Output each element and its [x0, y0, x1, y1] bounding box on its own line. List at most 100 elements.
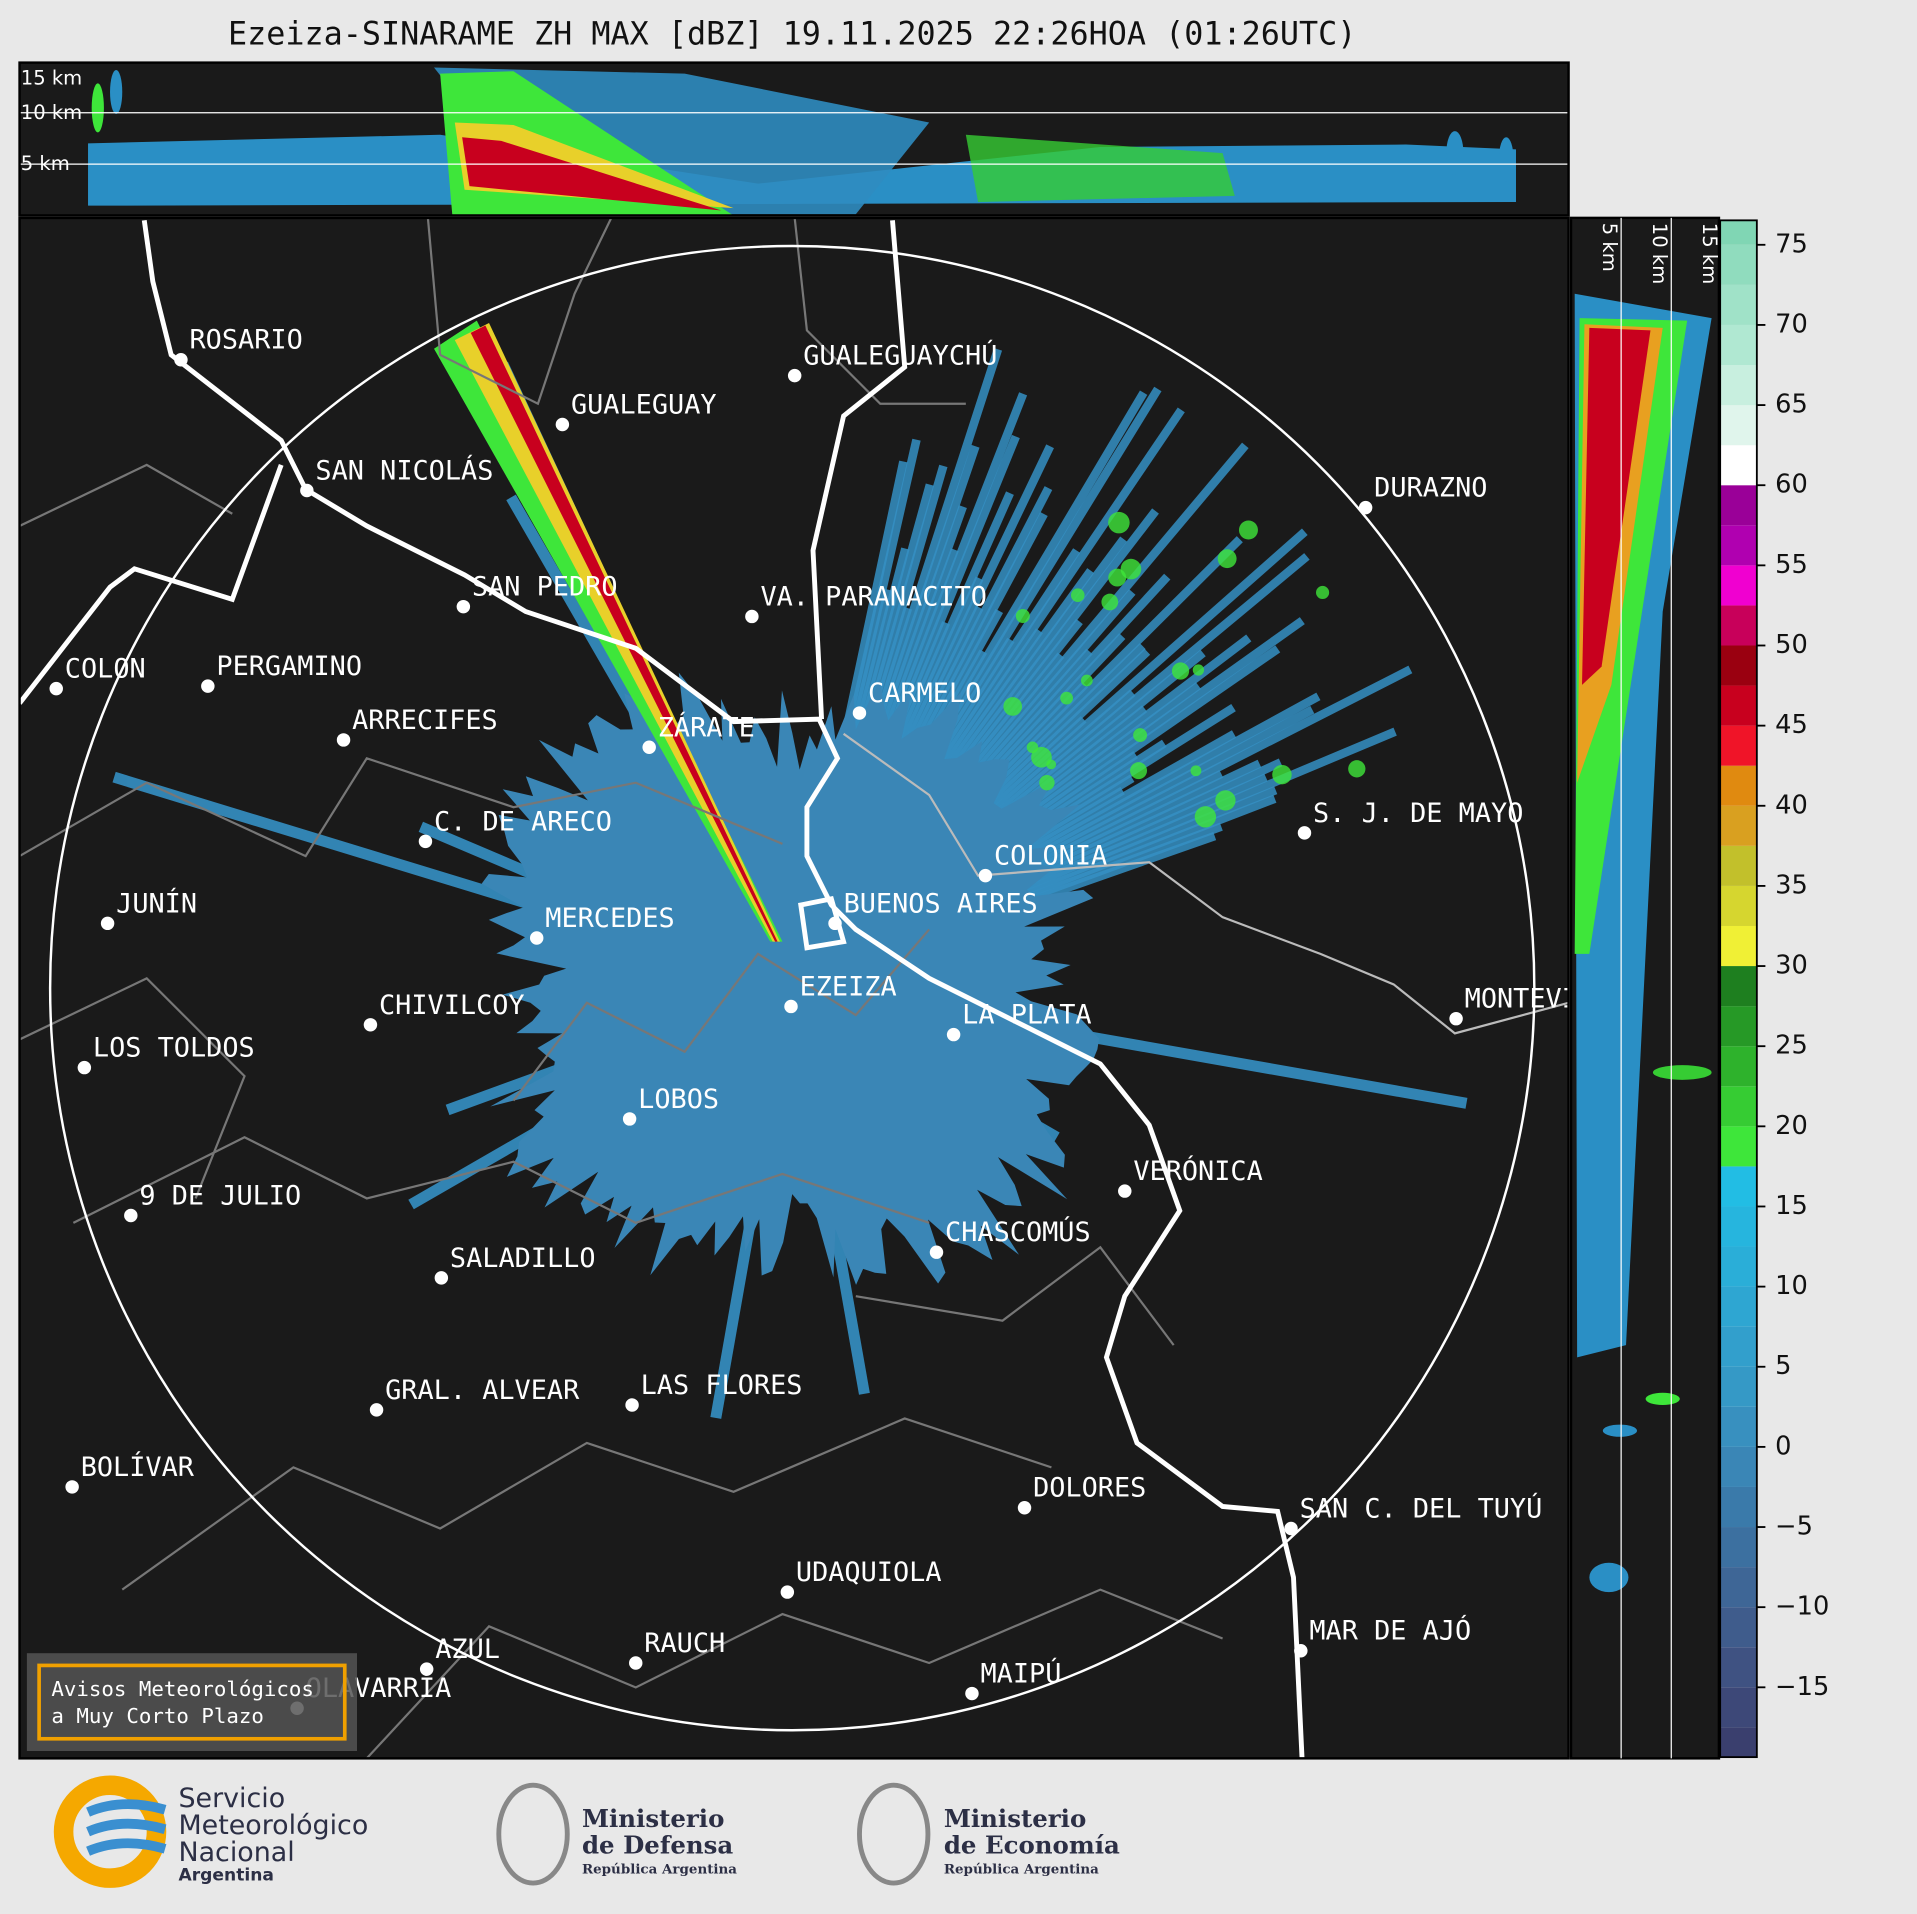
echo-cell: [1194, 806, 1217, 828]
city-dot: [418, 834, 433, 849]
colorbar-tick-label: 60: [1775, 470, 1808, 500]
city-dot: [1017, 1500, 1032, 1515]
colorbar-tick-label: −15: [1775, 1672, 1829, 1702]
echo-core: [481, 672, 1100, 1285]
city-label: MAR DE AJÓ: [1309, 1615, 1471, 1647]
colorbar-bin: [1720, 445, 1757, 486]
city-dot: [49, 681, 63, 696]
echo: [1602, 1424, 1638, 1437]
city-label: SAN PEDRO: [472, 572, 618, 603]
echo-cell: [1120, 558, 1142, 580]
colorbar-bin: [1720, 220, 1757, 245]
city-label: ROSARIO: [189, 325, 302, 356]
colorbar-bin: [1720, 244, 1757, 285]
logo-ring: [53, 1775, 167, 1888]
city-dot: [629, 1656, 643, 1670]
panel-frame: [1569, 216, 1721, 1760]
echo: [91, 83, 104, 133]
city-dot: [1294, 1644, 1308, 1658]
city-label: EZEIZA: [800, 971, 897, 1002]
echo-cell: [1031, 746, 1052, 768]
height-label: 15 km: [1698, 223, 1721, 284]
colorbar-tick-label: 70: [1775, 309, 1808, 339]
colorbar-bin: [1720, 966, 1757, 1007]
cities: ROSARIO GUALEGUAYCHÚ GUALEGUAY SAN NICOLÁS D…: [49, 325, 1569, 1715]
echo: [965, 134, 1235, 203]
colorbar-bin: [1720, 1326, 1757, 1367]
city-label: JUNÍN: [116, 887, 197, 919]
city-dot: [1118, 1184, 1132, 1198]
colorbar-bin: [1720, 565, 1757, 606]
colorbar-bin: [1720, 1246, 1757, 1287]
colorbar-tick-label: 75: [1775, 229, 1808, 259]
city-dot: [946, 1027, 961, 1042]
colorbar-bin: [1720, 725, 1757, 766]
city-label: C. DE ARECO: [434, 806, 612, 837]
colorbar-bin: [1720, 485, 1757, 526]
height-label: 10 km: [1648, 223, 1671, 284]
city-dot: [77, 1060, 92, 1075]
city-dot: [784, 999, 798, 1014]
map-frame: [18, 216, 1570, 1760]
echo-cell: [1192, 664, 1205, 676]
city-dot: [852, 706, 867, 720]
colorbar-bin: [1720, 1727, 1757, 1758]
city-dot: [363, 1018, 378, 1032]
colorbar-bin: [1720, 885, 1757, 926]
city-dot: [201, 679, 215, 693]
colorbar-tick-label: 45: [1775, 710, 1808, 740]
colorbar-tick-label: 0: [1775, 1431, 1791, 1461]
city-label: SALADILLO: [450, 1243, 596, 1274]
colorbar-tick-label: 5: [1775, 1351, 1791, 1381]
echo-cell: [1348, 760, 1366, 778]
coat-of-arms: [857, 1782, 931, 1886]
echo: [462, 137, 722, 211]
city-label: LOS TOLDOS: [93, 1033, 255, 1064]
city-dot: [174, 352, 188, 367]
city-dot: [419, 1662, 434, 1676]
coastline: [19, 220, 1305, 1759]
colorbar-bin: [1720, 1647, 1757, 1688]
city-label: DURAZNO: [1374, 473, 1487, 504]
city-dot: [124, 1208, 138, 1223]
colorbar-bin: [1720, 405, 1757, 446]
colorbar-bin: [1720, 1206, 1757, 1247]
logo-text: Ministerio: [582, 1804, 724, 1833]
coat-of-arms: [496, 1782, 570, 1886]
echo-cell: [1108, 511, 1130, 534]
colorbar-tick-label: −10: [1775, 1592, 1829, 1622]
colorbar-bin: [1720, 1527, 1757, 1568]
city-label: SAN NICOLÁS: [315, 455, 493, 487]
city-dot: [369, 1403, 384, 1417]
colorbar-bin: [1720, 1046, 1757, 1087]
city-label: BOLÍVAR: [81, 1451, 195, 1483]
height-label: 10 km: [21, 101, 82, 124]
echo-cell: [1039, 774, 1055, 791]
logo-text: Meteorológico: [178, 1810, 368, 1841]
city-label: CARMELO: [868, 678, 981, 709]
city-dot: [965, 1686, 979, 1701]
colorbar-tick-label: 15: [1775, 1191, 1808, 1221]
echo: [1582, 327, 1651, 685]
echo-cell: [1070, 588, 1085, 602]
echo-cell: [1217, 549, 1237, 569]
colorbar-tick-label: 55: [1775, 550, 1808, 580]
logo-text: República Argentina: [944, 1861, 1099, 1877]
city-dot: [780, 1585, 795, 1599]
echo-cell: [1130, 762, 1148, 780]
map: ROSARIO GUALEGUAYCHÚ GUALEGUAY SAN NICOLÁS D…: [19, 217, 1569, 1759]
warning-frame[interactable]: [37, 1663, 347, 1741]
echo-cell: [1101, 593, 1119, 611]
colorbar-bin: [1720, 1006, 1757, 1047]
city-dot: [555, 417, 570, 432]
city-label: VERÓNICA: [1133, 1155, 1262, 1187]
colorbar-bin: [1720, 525, 1757, 566]
colorbar: [1720, 220, 1757, 1758]
province-borders: [19, 217, 1569, 1759]
city-dot: [625, 1398, 639, 1412]
city-label: S. J. DE MAYO: [1313, 798, 1523, 829]
height-label: 5 km: [1598, 223, 1621, 272]
city-label: LAS FLORES: [641, 1370, 803, 1401]
colorbar-tick-label: 50: [1775, 630, 1808, 660]
